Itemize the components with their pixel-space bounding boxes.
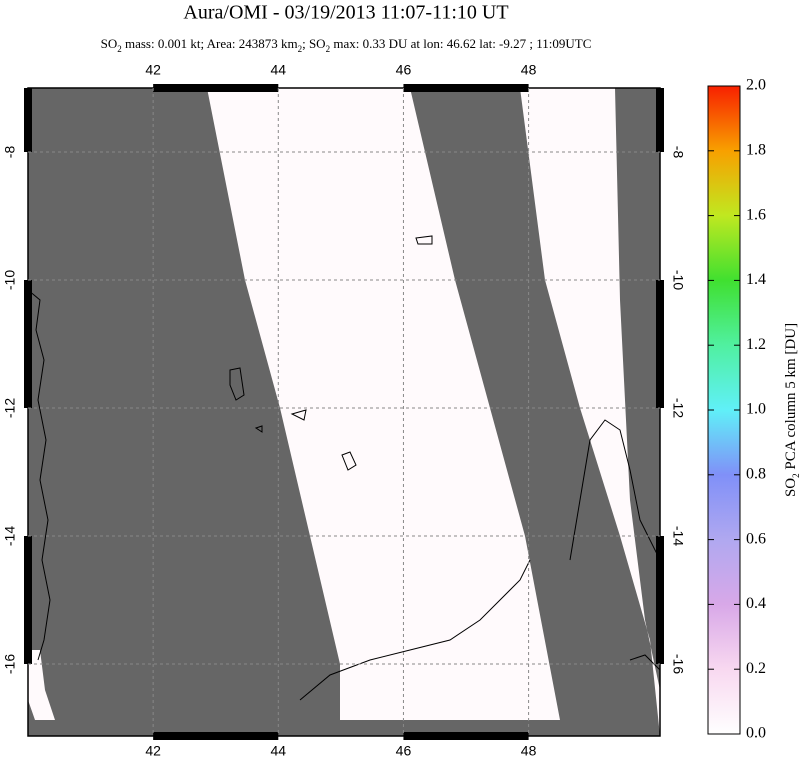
frame-bar [24, 88, 32, 152]
colorbar-tick-label: 1.4 [746, 271, 766, 288]
frame-bar [656, 88, 664, 152]
colorbar-tick-label: 1.2 [746, 336, 766, 353]
x-tick-label: 42 [145, 743, 161, 759]
subscript: 2 [791, 473, 801, 478]
colorbar-tick-label: 2.0 [746, 77, 766, 94]
x-tick-label: 42 [145, 62, 161, 78]
subscript: 2 [298, 44, 303, 54]
colorbar-tick-label: 1.6 [746, 206, 766, 223]
subscript: 2 [326, 44, 331, 54]
map-frame [27, 87, 661, 737]
frame-bar [153, 84, 279, 92]
x-tick-label: 48 [521, 743, 537, 759]
y-tick-label: -12 [670, 398, 686, 418]
x-tick-label: 46 [396, 743, 412, 759]
colorbar-tick-label: 0.8 [746, 465, 766, 482]
text-part: SO [101, 36, 118, 51]
y-tick-label: -8 [670, 146, 686, 159]
colorbar-tick-label: 0.4 [746, 595, 766, 612]
colorbar-label: SO2 PCA column 5 km [DU] [783, 323, 801, 497]
text-part: ; SO [302, 36, 325, 51]
frame-bar [403, 732, 529, 740]
x-tick-label: 46 [396, 62, 412, 78]
swath [520, 88, 660, 736]
frame-bar [24, 536, 32, 664]
y-tick-label: -14 [2, 526, 18, 546]
y-tick-label: -8 [2, 146, 18, 159]
x-tick-label: 44 [271, 743, 287, 759]
swath [28, 650, 55, 720]
colorbar-tick-label: 0.6 [746, 530, 766, 547]
chart-title: Aura/OMI - 03/19/2013 11:07-11:10 UT [183, 2, 508, 24]
frame-bar [403, 84, 529, 92]
y-tick-label: -16 [2, 654, 18, 674]
coastline [28, 235, 660, 701]
y-tick-label: -10 [670, 270, 686, 290]
y-tick-label: -16 [670, 654, 686, 674]
x-tick-label: 44 [271, 62, 287, 78]
colorbar-tick-label: 1.8 [746, 141, 766, 158]
frame-bar [153, 732, 279, 740]
y-tick-label: -14 [670, 526, 686, 546]
colorbar-tick-label: 0.0 [746, 725, 766, 742]
swath [207, 88, 560, 720]
colorbar-tick-label: 0.2 [746, 660, 766, 677]
text-part: max: 0.33 DU at lon: 46.62 lat: -9.27 ; … [330, 36, 591, 51]
frame-bar [656, 280, 664, 408]
x-tick-label: 48 [521, 62, 537, 78]
y-tick-label: -12 [2, 398, 18, 418]
frame-bar [656, 536, 664, 664]
subscript: 2 [117, 44, 122, 54]
text-part: mass: 0.001 kt; Area: 243873 km [122, 36, 298, 51]
frame-bar [24, 280, 32, 408]
text-part: SO [783, 478, 799, 497]
text-part: PCA column 5 km [DU] [783, 323, 799, 473]
colorbar-tick-label: 1.0 [746, 401, 766, 418]
map [28, 88, 660, 736]
chart-subtitle: SO2 mass: 0.001 kt; Area: 243873 km2; SO… [101, 36, 592, 54]
y-tick-label: -10 [2, 270, 18, 290]
